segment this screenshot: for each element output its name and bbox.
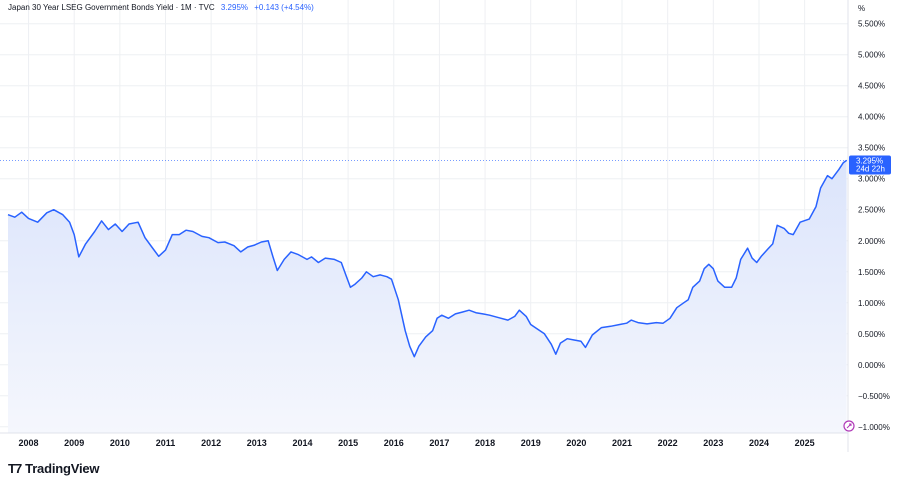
x-tick-label: 2024 — [749, 438, 769, 448]
yield-area-fill — [8, 160, 847, 433]
y-tick-label: 4.000% — [858, 113, 885, 122]
x-tick-label: 2022 — [658, 438, 678, 448]
y-tick-label: −1.000% — [858, 423, 890, 432]
x-tick-label: 2012 — [201, 438, 221, 448]
last-price-value: 3.295% — [856, 156, 883, 165]
x-tick-label: 2010 — [110, 438, 130, 448]
x-tick-label: 2023 — [703, 438, 723, 448]
x-tick-label: 2017 — [429, 438, 449, 448]
tradingview-logo[interactable]: T7 TradingView — [8, 461, 100, 476]
y-tick-label: −0.500% — [858, 392, 890, 401]
event-marker-icon[interactable] — [843, 420, 855, 432]
y-tick-label: 1.500% — [858, 268, 885, 277]
y-tick-label: 3.500% — [858, 144, 885, 153]
y-tick-label: 2.000% — [858, 237, 885, 246]
y-tick-label: 2.500% — [858, 206, 885, 215]
symbol-title: Japan 30 Year LSEG Government Bonds Yiel… — [8, 3, 215, 12]
tradingview-logo-text: TradingView — [25, 461, 100, 476]
y-tick-label: 0.500% — [858, 330, 885, 339]
time-axis[interactable]: 2008 2009 2010 2011 2012 2013 2014 2015 2016 2017… — [19, 438, 815, 448]
x-tick-label: 2015 — [338, 438, 358, 448]
x-tick-label: 2018 — [475, 438, 495, 448]
x-tick-label: 2020 — [566, 438, 586, 448]
y-tick-label: 0.000% — [858, 361, 885, 370]
x-tick-label: 2016 — [384, 438, 404, 448]
yield-line — [7, 159, 848, 358]
price-axis[interactable]: 5.500% 5.000% 4.500% 4.000% 3.500% 3.000% 2.50… — [858, 20, 890, 432]
change-value: +0.143 (+4.54%) — [254, 3, 314, 12]
y-tick-label: 5.500% — [858, 20, 885, 29]
symbol-header[interactable]: Japan 30 Year LSEG Government Bonds Yiel… — [8, 3, 314, 12]
y-tick-label: 1.000% — [858, 299, 885, 308]
last-value: 3.295% — [220, 3, 249, 12]
bar-countdown: 24d 22h — [856, 164, 885, 173]
tradingview-logo-icon: T7 — [8, 461, 22, 476]
x-tick-label: 2014 — [292, 438, 312, 448]
x-tick-label: 2021 — [612, 438, 632, 448]
last-price-badge: 3.295% 24d 22h — [849, 155, 891, 175]
x-tick-label: 2008 — [19, 438, 39, 448]
y-tick-label: 5.000% — [858, 51, 885, 60]
y-tick-label: 3.000% — [858, 175, 885, 184]
x-tick-label: 2019 — [521, 438, 541, 448]
axis-unit-label: % — [858, 4, 866, 13]
x-tick-label: 2011 — [156, 438, 176, 448]
y-tick-label: 4.500% — [858, 82, 885, 91]
x-tick-label: 2009 — [64, 438, 84, 448]
x-tick-label: 2013 — [247, 438, 267, 448]
x-tick-label: 2025 — [795, 438, 815, 448]
